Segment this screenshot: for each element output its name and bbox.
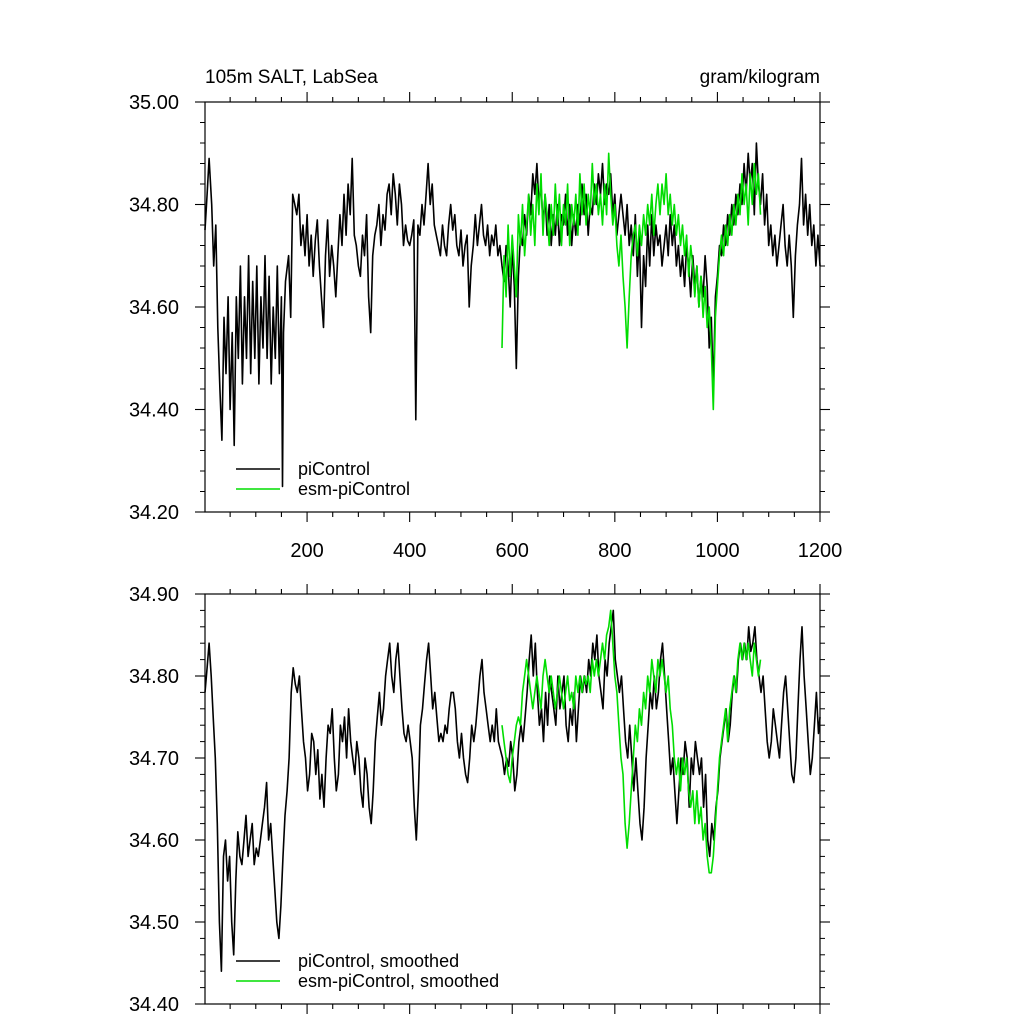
units-label: gram/kilogram: [700, 67, 820, 88]
top-series-line-1: [501, 152, 762, 411]
bottom-ytick-label: 34.70: [129, 748, 179, 770]
bottom-series-line-0: [204, 609, 821, 972]
bottom-ytick-label: 34.90: [129, 584, 179, 606]
top-panel: 34.20 34.40 34.60 34.80 35.00 200 400 600 800 100…: [129, 92, 842, 562]
bottom-ytick-label: 34.40: [129, 994, 179, 1016]
top-ytick-label: 35.00: [129, 92, 179, 114]
top-xtick-label: 1000: [695, 540, 740, 562]
top-ytick-label: 34.20: [129, 502, 179, 524]
bottom-ytick-label: 34.50: [129, 912, 179, 934]
bottom-ytick-label: 34.60: [129, 830, 179, 852]
top-xtick-label: 800: [598, 540, 631, 562]
top-ytick-label: 34.60: [129, 297, 179, 319]
top-xtick-label: 400: [393, 540, 426, 562]
bottom-ytick-label: 34.80: [129, 666, 179, 688]
top-plot-frame: [204, 101, 821, 513]
bottom-legend-label-1: esm-piControl, smoothed: [298, 971, 499, 991]
top-legend-label-1: esm-piControl: [298, 479, 410, 499]
top-series-line-0: [204, 142, 821, 488]
top-xtick-label: 1200: [798, 540, 843, 562]
top-xtick-label: 600: [496, 540, 529, 562]
top-ytick-label: 34.80: [129, 195, 179, 217]
plot-title: 105m SALT, LabSea: [205, 67, 378, 88]
top-xtick-label: 200: [290, 540, 323, 562]
bottom-legend-label-0: piControl, smoothed: [298, 951, 459, 971]
top-legend-label-0: piControl: [298, 459, 370, 479]
bottom-series-line-1: [501, 609, 762, 874]
top-ytick-label: 34.40: [129, 400, 179, 422]
bottom-panel: 34.40 34.50 34.60 34.70 34.80 34.90 piControl,…: [129, 584, 830, 1016]
bottom-plot-frame: [204, 593, 821, 1005]
